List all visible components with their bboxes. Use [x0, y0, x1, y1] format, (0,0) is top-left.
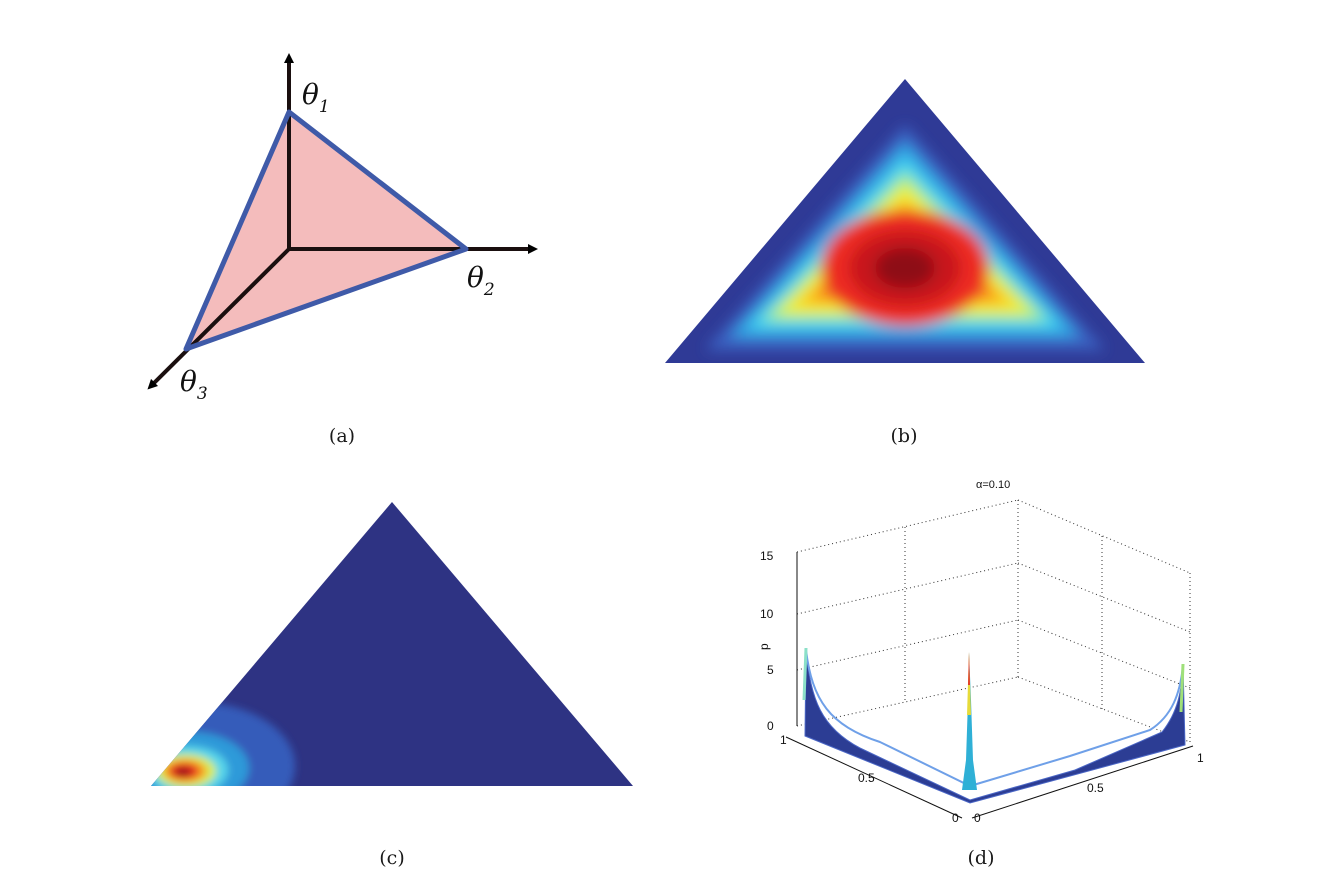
y-tick-1: 1 — [1197, 751, 1204, 765]
z-tick-5: 5 — [767, 663, 774, 677]
theta3-axis — [147, 247, 291, 390]
theta1-label: θ1 — [302, 78, 330, 117]
caption-c: (c) — [379, 847, 405, 869]
panel-c-density-map — [151, 502, 633, 786]
caption-a: (a) — [328, 425, 356, 447]
theta3-label: θ3 — [180, 365, 208, 404]
theta2-label: θ2 — [467, 261, 495, 300]
plot-title: α=0.10 — [976, 479, 1010, 491]
panel-d-surface-plot: 15 10 5 0 1 0.5 0 0 0.5 1 p α=0.10 — [757, 479, 1204, 825]
y-tick-0: 0 — [974, 811, 981, 825]
panel-a-simplex: θ1 θ2 θ3 — [147, 53, 538, 404]
x-tick-0: 0 — [952, 811, 959, 825]
z-axis-label: p — [757, 643, 771, 650]
y-tick-0-5: 0.5 — [1087, 781, 1104, 795]
surface-spike — [962, 652, 977, 790]
simplex-edge — [183, 109, 469, 352]
x-tick-1: 1 — [780, 733, 787, 747]
z-tick-10: 10 — [760, 607, 774, 621]
caption-b: (b) — [890, 425, 918, 447]
z-tick-0: 0 — [767, 719, 774, 733]
z-tick-15: 15 — [760, 549, 774, 563]
caption-d: (d) — [967, 847, 995, 869]
x-tick-0-5: 0.5 — [858, 771, 875, 785]
panel-b-density-map — [665, 79, 1145, 363]
simplex-face — [186, 112, 466, 349]
